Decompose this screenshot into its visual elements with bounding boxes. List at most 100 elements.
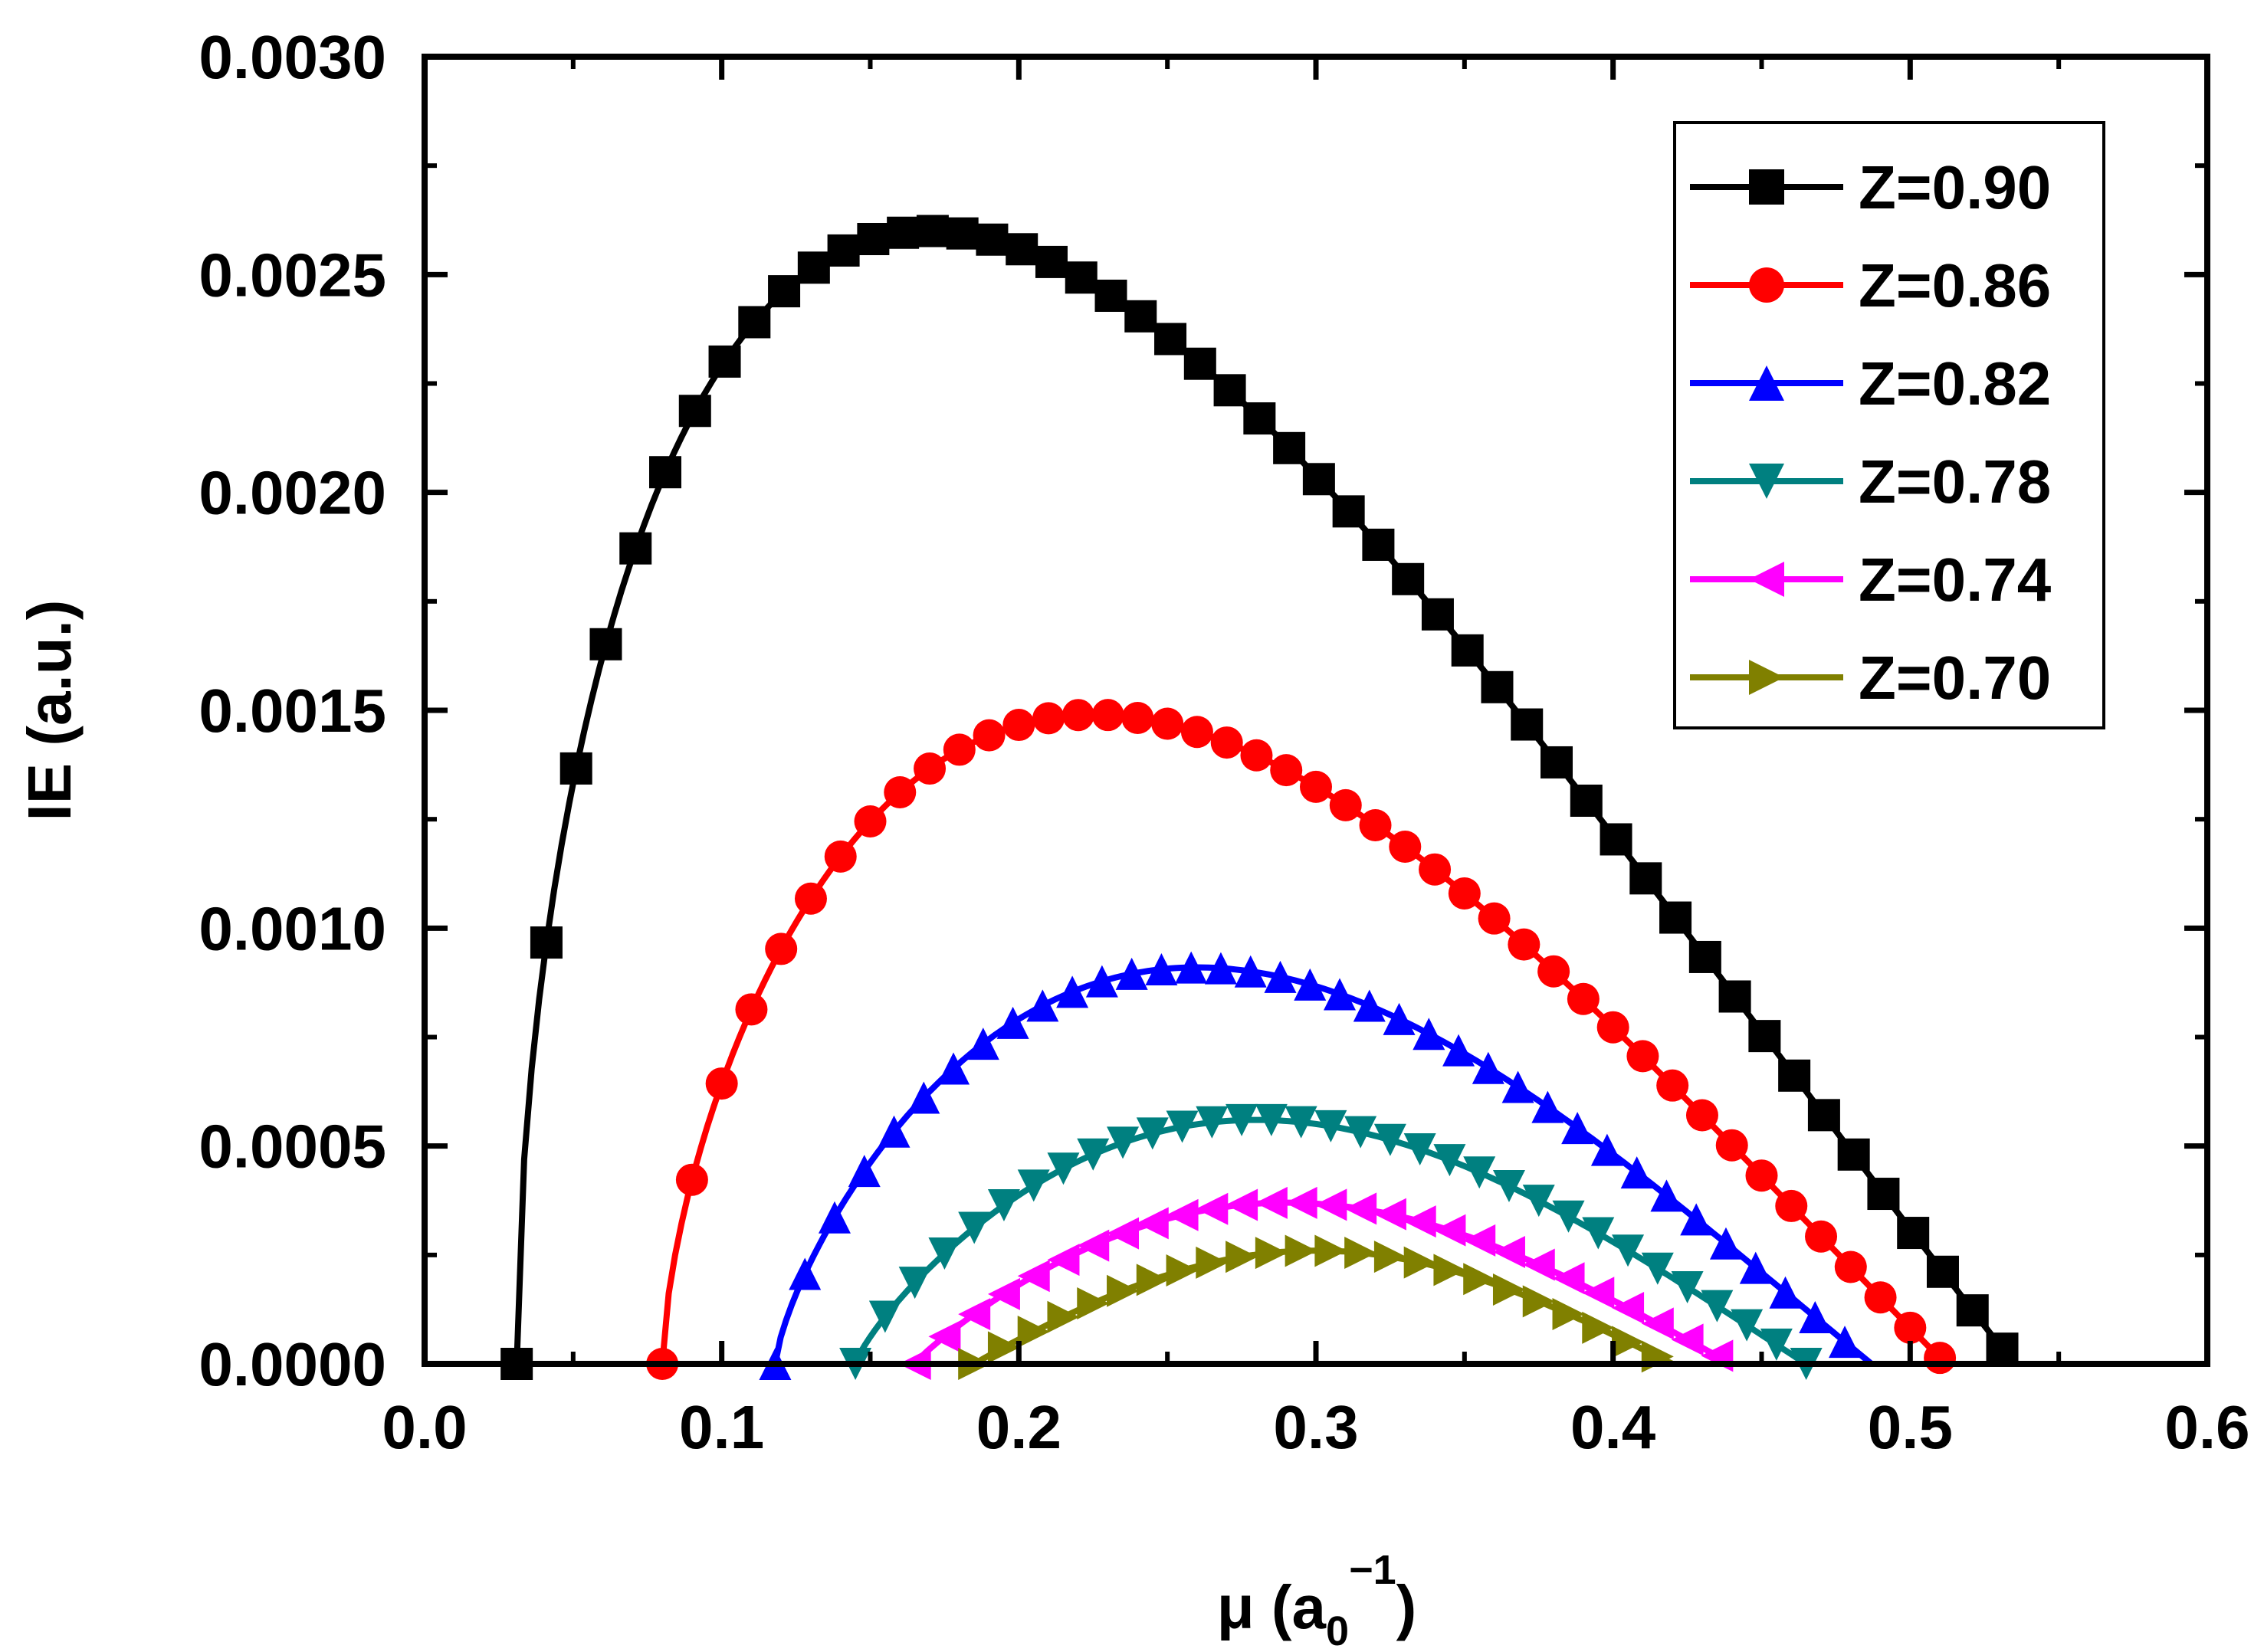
- legend-item-070: Z=0.70: [1690, 644, 2051, 712]
- data-point: [1778, 1059, 1811, 1092]
- data-point: [1671, 1270, 1704, 1303]
- data-point: [1688, 940, 1721, 973]
- data-point: [1641, 1252, 1674, 1285]
- data-point: [1451, 634, 1484, 667]
- data-point: [868, 1300, 901, 1333]
- legend-label: Z=0.74: [1859, 546, 2052, 614]
- data-point: [987, 1189, 1020, 1222]
- data-point: [1183, 347, 1216, 380]
- data-point: [1492, 1273, 1525, 1306]
- data-point: [1567, 982, 1600, 1015]
- data-point: [1210, 726, 1243, 759]
- data-point: [1986, 1332, 2019, 1365]
- data-point: [768, 275, 801, 308]
- data-point: [1403, 1132, 1436, 1165]
- series-090: [500, 215, 2019, 1380]
- data-point: [1196, 1246, 1229, 1279]
- data-point: [1864, 1281, 1897, 1314]
- data-point: [854, 805, 887, 837]
- legend-label: Z=0.86: [1859, 251, 2051, 320]
- data-point: [1314, 1234, 1347, 1267]
- data-point: [1478, 902, 1511, 935]
- data-point: [1332, 495, 1365, 528]
- legend-item-090: Z=0.90: [1690, 153, 2051, 221]
- x-tick-label: 0.6: [2164, 1393, 2249, 1461]
- data-point: [1047, 1244, 1080, 1277]
- data-point: [1775, 1189, 1808, 1222]
- x-tick-label: 0.5: [1868, 1393, 1953, 1461]
- data-point: [1344, 1237, 1377, 1270]
- data-point: [1255, 1186, 1288, 1219]
- data-point: [1373, 1123, 1406, 1156]
- data-point: [958, 1298, 991, 1331]
- data-point: [1629, 862, 1662, 895]
- data-point: [1264, 960, 1297, 993]
- data-point: [1561, 1112, 1594, 1145]
- data-point: [1612, 1291, 1645, 1324]
- data-point: [1006, 233, 1038, 266]
- data-point: [1442, 1034, 1475, 1067]
- data-point: [1166, 1198, 1199, 1231]
- data-point: [898, 1267, 931, 1300]
- data-point: [1600, 823, 1632, 856]
- data-point: [1107, 1217, 1140, 1250]
- data-point: [1047, 1300, 1080, 1333]
- data-point: [1392, 562, 1425, 595]
- data-point: [1807, 1099, 1840, 1132]
- data-point: [1077, 1287, 1110, 1319]
- data-point: [1541, 746, 1573, 778]
- data-point: [1255, 1237, 1288, 1270]
- data-point: [1701, 1339, 1734, 1372]
- data-point: [1501, 1070, 1534, 1103]
- data-point: [1641, 1307, 1674, 1340]
- data-point: [827, 234, 860, 267]
- data-point: [1329, 788, 1362, 821]
- data-point: [530, 926, 563, 959]
- data-point: [1413, 1018, 1445, 1051]
- data-point: [1077, 1138, 1110, 1171]
- data-point: [1383, 1002, 1416, 1035]
- data-point: [1748, 1020, 1781, 1053]
- data-point: [946, 217, 979, 250]
- data-point: [1017, 1260, 1050, 1293]
- data-point: [1300, 770, 1332, 803]
- data-point: [1121, 702, 1154, 735]
- data-point: [1166, 1254, 1199, 1287]
- data-point: [1285, 1234, 1317, 1267]
- data-point: [1522, 1185, 1555, 1218]
- data-point: [1834, 1250, 1867, 1283]
- data-point: [884, 775, 917, 808]
- data-point: [1017, 1169, 1050, 1202]
- data-point: [649, 456, 682, 489]
- data-point: [1596, 1011, 1629, 1044]
- legend-label: Z=0.70: [1859, 644, 2051, 712]
- data-point: [1017, 1316, 1050, 1349]
- data-point: [1659, 901, 1692, 934]
- data-point: [1531, 1090, 1564, 1123]
- data-point: [1344, 1192, 1377, 1225]
- data-point: [1002, 709, 1035, 742]
- y-tick-label: 0.0005: [199, 1113, 386, 1181]
- data-point: [1151, 707, 1184, 740]
- data-point: [1324, 978, 1357, 1011]
- data-point: [1924, 1342, 1957, 1375]
- data-point: [1285, 1186, 1317, 1219]
- data-point: [675, 1163, 708, 1196]
- data-point: [1612, 1234, 1645, 1267]
- legend-marker: [1749, 365, 1784, 401]
- data-point: [928, 1237, 961, 1270]
- data-point: [914, 752, 947, 785]
- data-point: [1344, 1116, 1377, 1149]
- data-point: [1234, 955, 1267, 988]
- y-tick-label: 0.0025: [199, 241, 386, 309]
- data-point: [735, 993, 768, 1026]
- data-point: [1448, 877, 1481, 910]
- data-point: [1145, 952, 1178, 985]
- data-point: [1894, 1311, 1927, 1344]
- x-axis-label-main: μ (a: [1217, 1573, 1327, 1641]
- data-point: [996, 1006, 1029, 1039]
- data-point: [1373, 1241, 1406, 1273]
- data-point: [1680, 1203, 1713, 1236]
- data-point: [1270, 754, 1303, 787]
